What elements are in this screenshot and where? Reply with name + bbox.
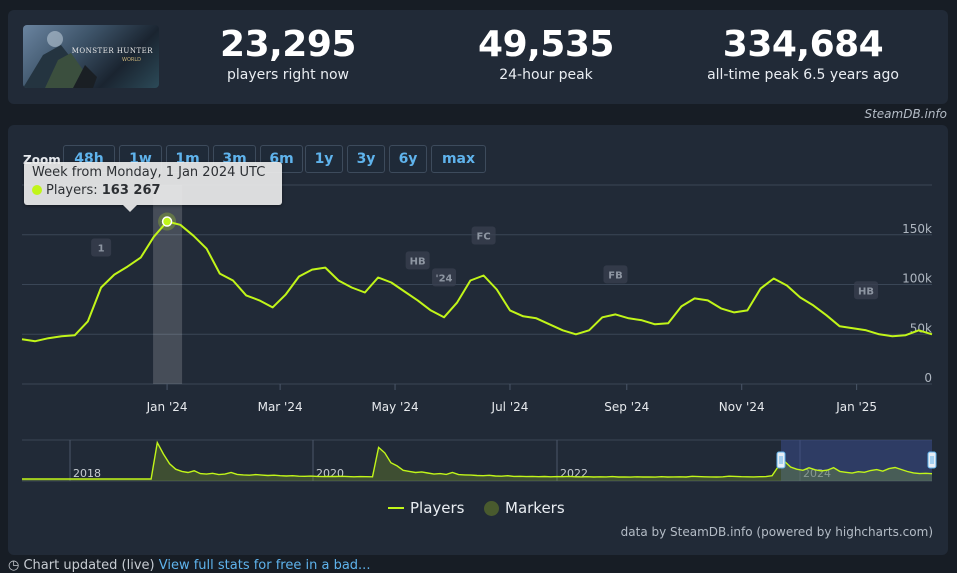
zoom-max-button[interactable]: max [431,145,486,173]
zoom-6y-button[interactable]: 6y [389,145,427,173]
chart-tooltip: Week from Monday, 1 Jan 2024 UTC Players… [24,162,282,205]
stat-current-value: 23,295 [220,24,356,65]
cover-subtitle: WORLD [122,57,141,63]
zoom-1y-button[interactable]: 1y [305,145,343,173]
tooltip-series-dot-icon [32,185,42,195]
legend-markers[interactable]: Markers [484,499,565,517]
legend-players-label: Players [410,499,465,517]
legend-players[interactable]: Players [388,499,465,517]
stat-24h-peak: 49,535 24-hour peak [466,24,626,83]
cover-art-icon [23,31,97,88]
stat-24h-peak-value: 49,535 [478,24,614,65]
steamdb-credit[interactable]: SteamDB.info [864,107,947,121]
legend-circle-icon [484,500,499,516]
tooltip-series-label: Players: [46,183,102,198]
game-cover-image[interactable]: MONSTER HUNTER WORLD [23,25,159,88]
cover-title: MONSTER HUNTER [71,47,153,55]
stat-all-time-peak-label: all-time peak 6.5 years ago [707,67,899,83]
stat-current: 23,295 players right now [208,24,368,83]
stat-all-time-peak: 334,684 all-time peak 6.5 years ago [698,24,908,83]
tooltip-arrow [123,205,137,212]
tooltip-title: Week from Monday, 1 Jan 2024 UTC [32,165,266,180]
stat-current-label: players right now [227,67,349,83]
highcharts-credit[interactable]: data by SteamDB.info (powered by highcha… [620,525,933,539]
stat-24h-peak-label: 24-hour peak [499,67,593,83]
zoom-3y-button[interactable]: 3y [347,145,385,173]
legend-markers-label: Markers [505,499,565,517]
tooltip-series: Players: 163 267 [32,183,161,198]
legend-line-icon [388,507,404,509]
stat-all-time-peak-value: 334,684 [722,24,884,65]
stats-panel: MONSTER HUNTER WORLD 23,295 players righ… [8,10,948,104]
tooltip-value: 163 267 [101,183,161,198]
